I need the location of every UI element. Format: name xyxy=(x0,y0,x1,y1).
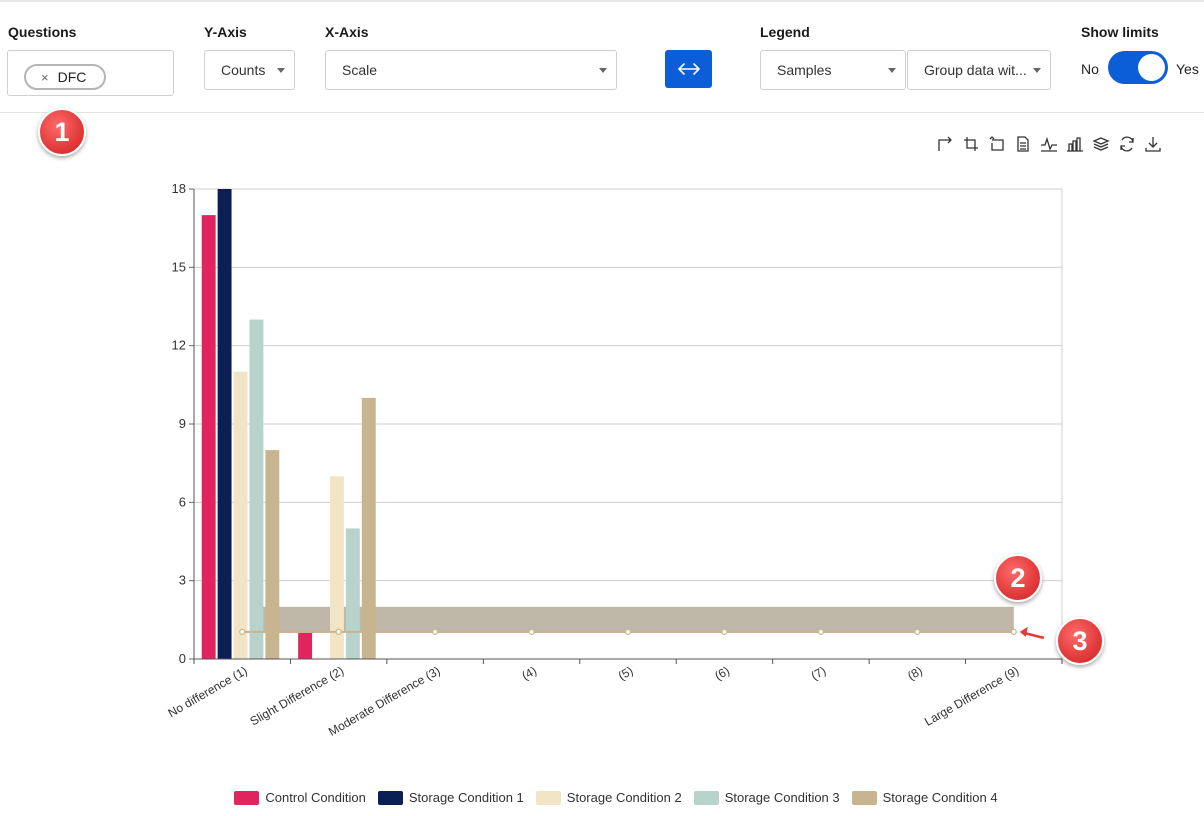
legend-label: Control Condition xyxy=(265,790,366,805)
x-tick-label: (8) xyxy=(905,663,925,682)
toggle-on-label: Yes xyxy=(1176,61,1199,77)
bar xyxy=(361,397,376,659)
y-tick-label: 15 xyxy=(172,259,186,274)
limit-marker xyxy=(239,628,246,635)
refresh-icon[interactable] xyxy=(1117,134,1137,154)
bar xyxy=(329,476,344,659)
limit-marker xyxy=(1010,628,1017,635)
toggle-knob xyxy=(1138,54,1165,81)
legend-item[interactable]: Storage Condition 3 xyxy=(693,790,840,805)
legend-label: Storage Condition 1 xyxy=(408,790,524,805)
y-tick-label: 9 xyxy=(179,416,186,431)
line-chart-icon[interactable] xyxy=(1039,134,1059,154)
limit-marker xyxy=(914,628,921,635)
x-tick-label: (6) xyxy=(712,663,732,682)
limit-marker xyxy=(624,628,632,635)
limit-marker xyxy=(721,628,728,635)
y-axis-label: Y-Axis xyxy=(204,24,247,40)
caret-down-icon xyxy=(1033,68,1041,73)
legend-swatch xyxy=(535,790,561,805)
caret-down-icon xyxy=(599,68,607,73)
x-tick-label: (4) xyxy=(519,663,539,682)
swap-horizontal-icon xyxy=(677,63,700,75)
crop-icon[interactable] xyxy=(961,134,981,154)
chart-toolbar xyxy=(935,134,1163,154)
y-tick-label: 0 xyxy=(179,651,186,666)
questions-label: Questions xyxy=(8,24,77,40)
top-border xyxy=(0,0,1204,2)
show-limits-label: Show limits xyxy=(1081,24,1159,40)
legend-swatch xyxy=(693,790,719,805)
bar xyxy=(249,319,264,659)
question-chip-label: DFC xyxy=(57,69,87,85)
legend-label: Storage Condition 3 xyxy=(724,790,840,805)
annotation-badge-2: 2 xyxy=(994,554,1042,602)
zoom-select-icon[interactable] xyxy=(935,134,955,154)
y-tick-label: 18 xyxy=(172,181,186,196)
group-data-value: Group data wit... xyxy=(924,62,1027,78)
filter-toolbar: Questions × DFC Y-Axis Counts X-Axis Sca… xyxy=(0,2,1204,113)
legend-swatch xyxy=(234,790,260,805)
limit-marker xyxy=(432,628,439,635)
chart-legend: Control Condition Storage Condition 1 Stor… xyxy=(0,790,1204,805)
bar xyxy=(201,215,216,659)
legend-label: Storage Condition 2 xyxy=(566,790,682,805)
bar-chart: 0 3 6 9 12 15 18 No difference (1)Slight Differ… xyxy=(166,181,1063,739)
document-icon[interactable] xyxy=(1013,134,1033,154)
stack-icon[interactable] xyxy=(1091,134,1111,154)
annotation-badge-1: 1 xyxy=(38,108,86,156)
group-data-select[interactable]: Group data wit... xyxy=(907,50,1051,90)
limits-band xyxy=(249,606,1014,633)
y-tick-label: 6 xyxy=(179,494,186,509)
x-axis-select[interactable]: Scale xyxy=(325,50,617,90)
y-tick-label: 3 xyxy=(179,573,186,588)
limit-marker xyxy=(528,628,535,635)
y-axis-value: Counts xyxy=(221,62,266,78)
x-axis-value: Scale xyxy=(342,62,378,78)
legend-swatch xyxy=(851,790,877,805)
bar xyxy=(233,371,248,659)
legend-label: Storage Condition 4 xyxy=(882,790,998,805)
annotation-arrow xyxy=(1023,631,1045,640)
legend-value: Samples xyxy=(777,62,832,78)
show-limits-toggle[interactable] xyxy=(1108,51,1168,84)
download-icon[interactable] xyxy=(1143,134,1163,154)
bar xyxy=(298,632,313,659)
y-axis-select[interactable]: Counts xyxy=(204,50,295,90)
rotate-icon[interactable] xyxy=(987,134,1007,154)
x-tick-label: Large Difference (9) xyxy=(922,663,1021,728)
legend-item[interactable]: Storage Condition 2 xyxy=(535,790,682,805)
bar xyxy=(265,450,280,659)
x-tick-label: No difference (1) xyxy=(166,663,250,720)
swap-axes-button[interactable] xyxy=(665,50,712,88)
legend-item[interactable]: Storage Condition 1 xyxy=(377,790,524,805)
legend-select[interactable]: Samples xyxy=(760,50,906,90)
bar xyxy=(345,528,360,659)
legend-swatch xyxy=(377,790,403,805)
caret-down-icon xyxy=(888,68,896,73)
y-tick-label: 12 xyxy=(172,338,186,353)
bar-chart-icon[interactable] xyxy=(1065,134,1085,154)
bar xyxy=(217,189,232,659)
chip-remove-icon[interactable]: × xyxy=(41,69,49,85)
x-tick-label: (7) xyxy=(809,663,829,682)
legend-item[interactable]: Storage Condition 4 xyxy=(851,790,998,805)
x-tick-label: Slight Difference (2) xyxy=(248,663,347,728)
toggle-off-label: No xyxy=(1081,61,1099,77)
legend-item[interactable]: Control Condition xyxy=(234,790,366,805)
limit-marker xyxy=(817,628,824,635)
caret-down-icon xyxy=(277,68,285,73)
questions-multiselect[interactable]: × DFC xyxy=(7,50,174,96)
x-axis-label: X-Axis xyxy=(325,24,369,40)
legend-label: Legend xyxy=(760,24,810,40)
annotation-badge-3: 3 xyxy=(1056,617,1104,665)
x-tick-label: (5) xyxy=(616,663,636,682)
question-chip[interactable]: × DFC xyxy=(24,64,106,90)
limit-marker xyxy=(335,628,342,635)
annotation-arrow-head xyxy=(1019,626,1028,637)
